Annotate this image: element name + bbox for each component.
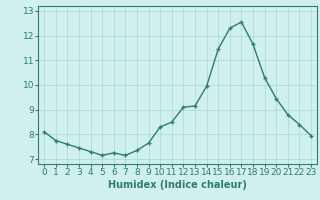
X-axis label: Humidex (Indice chaleur): Humidex (Indice chaleur): [108, 180, 247, 190]
